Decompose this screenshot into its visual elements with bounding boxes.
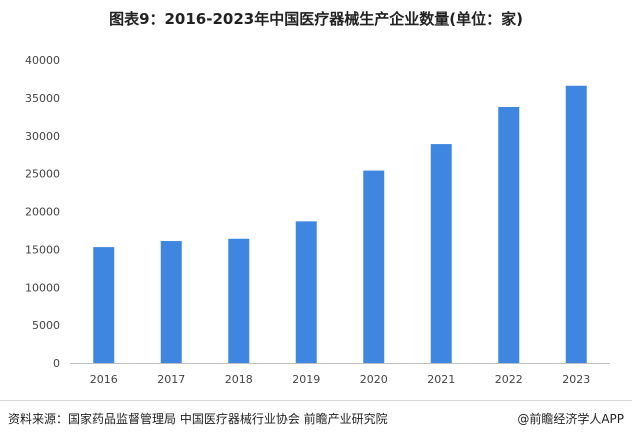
y-tick-label: 20000 xyxy=(25,206,60,219)
y-tick-label: 10000 xyxy=(25,281,60,294)
y-tick-label: 35000 xyxy=(25,92,60,105)
footer: 资料来源：国家药品监督管理局 中国医疗器械行业协会 前瞻产业研究院 @前瞻经济学… xyxy=(0,400,632,436)
y-tick-label: 15000 xyxy=(25,243,60,256)
x-tick-label: 2023 xyxy=(562,373,590,386)
y-axis-tick-labels: 0 5000 10000 15000 20000 25000 30000 35000 40000 xyxy=(25,54,60,370)
chart-title: 图表9：2016-2023年中国医疗器械生产企业数量(单位：家) xyxy=(109,10,523,28)
y-tick-label: 30000 xyxy=(25,130,60,143)
bar-2023 xyxy=(565,85,587,363)
x-tick-label: 2017 xyxy=(157,373,185,386)
y-tick-label: 25000 xyxy=(25,168,60,181)
x-tick-label: 2018 xyxy=(225,373,253,386)
x-axis-tick-labels: 2016 2017 2018 2019 2020 2021 2022 2023 xyxy=(90,373,591,386)
y-tick-label: 40000 xyxy=(25,54,60,67)
bar-2019 xyxy=(295,221,317,363)
x-tick-label: 2022 xyxy=(495,373,523,386)
x-tick-label: 2021 xyxy=(427,373,455,386)
x-tick-label: 2019 xyxy=(292,373,320,386)
bar-2022 xyxy=(498,106,520,363)
bar-2017 xyxy=(160,241,182,363)
source-note: 资料来源：国家药品监督管理局 中国医疗器械行业协会 前瞻产业研究院 xyxy=(8,412,388,426)
x-tick-label: 2016 xyxy=(90,373,118,386)
bar-2018 xyxy=(228,238,250,363)
bar-series xyxy=(93,85,587,363)
bar-chart: 0 5000 10000 15000 20000 25000 30000 35000 40000… xyxy=(25,54,610,386)
bar-2021 xyxy=(430,144,452,363)
bar-2020 xyxy=(363,170,385,363)
y-tick-label: 5000 xyxy=(32,319,60,332)
credit-text: @前瞻经济学人APP xyxy=(517,412,624,426)
x-tick-label: 2020 xyxy=(360,373,388,386)
bar-2016 xyxy=(93,247,115,363)
y-tick-label: 0 xyxy=(53,357,60,370)
